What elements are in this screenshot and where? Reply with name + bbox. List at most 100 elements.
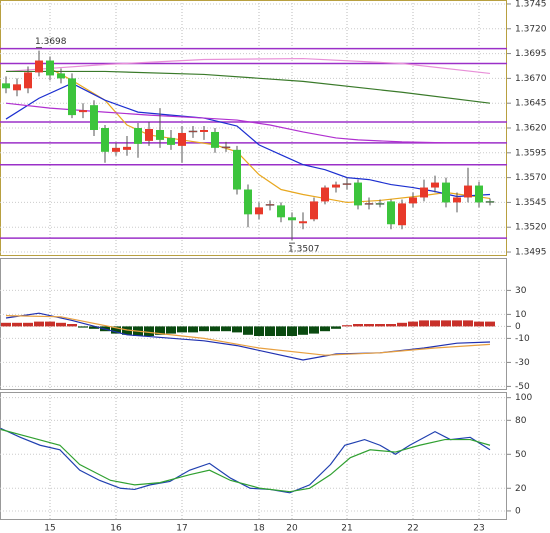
y-tick-label: 0 (515, 506, 521, 516)
histogram-bar (265, 326, 275, 336)
candle-body (79, 110, 87, 113)
annotation-label: 1.3698 (35, 37, 67, 47)
histogram-bar (67, 324, 77, 327)
histogram-bar (210, 326, 220, 332)
histogram-bar (177, 326, 187, 333)
candle-body (364, 203, 374, 205)
candle-body (2, 83, 10, 89)
candle-body (101, 128, 109, 152)
candle-body (145, 128, 153, 141)
candle-body (46, 60, 54, 76)
indicator-line (6, 70, 491, 104)
y-tick-label: 1.3720 (515, 24, 547, 34)
histogram-bar (353, 324, 363, 327)
candle-body (112, 147, 120, 152)
candle-body (24, 72, 32, 89)
x-tick-label: 18 (253, 524, 265, 533)
histogram-bar (89, 326, 99, 329)
candle-body (221, 146, 231, 149)
histogram-bar (287, 326, 297, 336)
annotation-label: 1.3507 (288, 245, 320, 255)
candle-body (233, 149, 241, 190)
candle-body (211, 131, 219, 148)
histogram-bar (485, 321, 495, 327)
indicator-line (5, 57, 491, 75)
y-tick-label: 1.3620 (515, 124, 547, 134)
candle-body (167, 137, 175, 145)
candle-body (310, 201, 318, 220)
x-tick-label: 17 (176, 524, 187, 533)
histogram-bar (12, 322, 22, 327)
candle-body (265, 204, 275, 206)
panel-border (0, 0, 507, 256)
y-tick-label: 0 (515, 322, 521, 332)
candle-body (134, 128, 142, 144)
candle-body (409, 197, 417, 204)
indicator-line (5, 82, 491, 198)
candle-body (485, 201, 495, 203)
histogram-bar (463, 320, 473, 327)
y-tick-label: -10 (515, 334, 530, 344)
x-tick-label: 22 (407, 524, 418, 533)
histogram-bar (34, 321, 44, 327)
candle-body (464, 185, 472, 198)
candle-body (398, 203, 406, 226)
histogram-bar (45, 321, 55, 327)
histogram-bar (254, 326, 264, 336)
histogram-bar (320, 326, 330, 332)
candle-body (475, 185, 483, 203)
histogram-bar (342, 325, 352, 327)
candle-body (332, 184, 340, 188)
y-tick-label: -50 (515, 382, 530, 392)
candle-body (200, 129, 208, 132)
histogram-bar (199, 326, 209, 332)
candle-body (375, 203, 385, 205)
histogram-bar (56, 322, 66, 327)
y-tick-label: 100 (515, 393, 532, 403)
histogram-bar (419, 320, 429, 327)
histogram-bar (23, 322, 33, 327)
candle-body (431, 182, 439, 188)
y-tick-label: 1.3645 (515, 99, 547, 109)
histogram-bar (221, 326, 231, 332)
histogram-bar (441, 320, 451, 327)
candle-body (156, 129, 164, 140)
indicator-line (5, 312, 491, 361)
candle-body (188, 130, 198, 133)
candle-body (178, 132, 186, 146)
candle-body (387, 201, 395, 225)
y-tick-label: 10 (515, 310, 527, 320)
candle-body (90, 105, 98, 130)
y-tick-label: 80 (515, 416, 527, 426)
panel-border (0, 258, 507, 390)
candle-body (123, 146, 131, 150)
y-tick-label: 1.3595 (515, 148, 547, 158)
histogram-bar (408, 321, 418, 327)
histogram-bar (386, 324, 396, 327)
histogram-bar (144, 326, 154, 336)
y-tick-label: 1.3745 (515, 0, 547, 9)
indicator-line (5, 315, 491, 356)
histogram-bar (111, 326, 121, 334)
histogram-bar (166, 326, 176, 334)
candle-body (255, 207, 263, 215)
histogram-bar (276, 326, 286, 336)
histogram-bar (78, 326, 88, 328)
candle-body (57, 73, 65, 79)
indicator-line (0, 427, 491, 494)
x-tick-label: 15 (44, 524, 55, 533)
histogram-bar (309, 326, 319, 334)
x-tick-label: 21 (341, 524, 352, 533)
y-tick-label: 30 (515, 286, 527, 296)
candle-body (299, 221, 307, 224)
panel-border (0, 392, 507, 520)
histogram-bar (364, 324, 374, 327)
histogram-bar (430, 320, 440, 327)
candle-body (35, 60, 43, 73)
candle-body (277, 205, 285, 218)
histogram-bar (452, 320, 462, 327)
candle-body (342, 183, 352, 185)
indicator-line (5, 102, 490, 144)
